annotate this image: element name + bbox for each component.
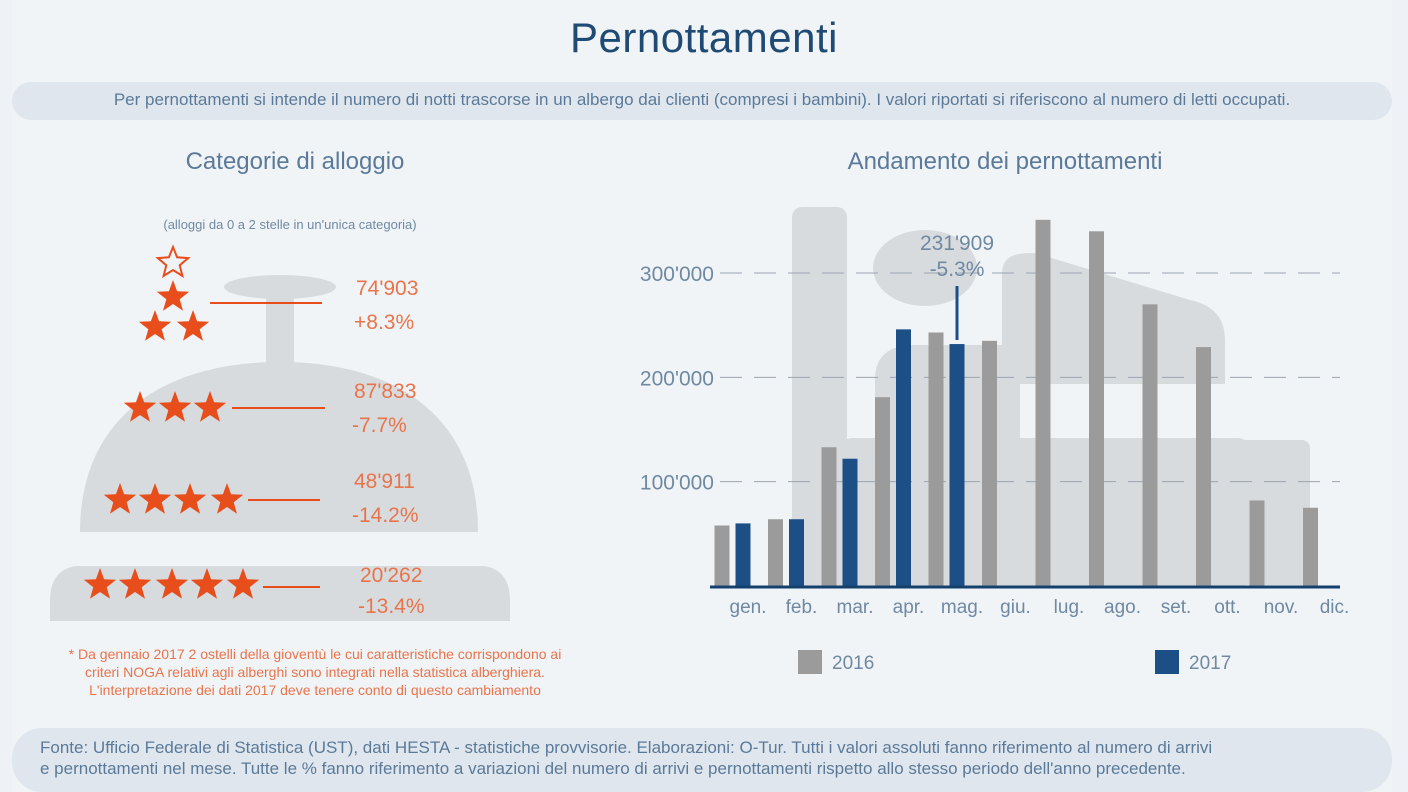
x-tick-label: set. xyxy=(1161,597,1192,618)
x-tick-label: gen. xyxy=(730,597,767,618)
bed-icon xyxy=(792,207,1310,588)
source-note: Fonte: Ufficio Federale di Statistica (U… xyxy=(40,737,1380,779)
x-tick-label: feb. xyxy=(786,597,818,618)
x-tick-label: giu. xyxy=(1000,597,1031,618)
bar-2017 xyxy=(949,344,965,586)
category-row: 74'903 +8.3% xyxy=(138,244,418,341)
bar-2016 xyxy=(1249,500,1265,586)
category-change: +8.3% xyxy=(354,311,414,334)
star-icon xyxy=(118,568,152,599)
star-icon xyxy=(210,483,244,514)
category-change: -7.7% xyxy=(352,414,407,437)
star-icon xyxy=(103,483,137,514)
x-tick-label: mag. xyxy=(941,597,983,618)
star-icon xyxy=(83,568,117,599)
bar-2016 xyxy=(1089,231,1104,586)
bar-2017 xyxy=(735,523,751,586)
y-tick-label: 200'000 xyxy=(640,367,714,390)
categories-title: Categorie di alloggio xyxy=(185,148,405,175)
star-icon xyxy=(155,568,189,599)
star-icon xyxy=(226,568,260,599)
bar-2017 xyxy=(896,329,911,586)
bar-2016 xyxy=(1142,304,1158,586)
bar-2016 xyxy=(714,525,730,586)
x-tick-label: apr. xyxy=(893,597,925,618)
star-icon xyxy=(158,391,192,422)
star-outline-icon xyxy=(155,244,191,279)
footnote: * Da gennaio 2017 2 ostelli della gioven… xyxy=(20,645,610,699)
category-row: 48'911 -14.2% xyxy=(103,470,419,527)
category-value: 87'833 xyxy=(354,380,416,403)
legend-label-2017: 2017 xyxy=(1189,653,1231,674)
y-tick-label: 100'000 xyxy=(640,472,714,495)
bar-2016 xyxy=(1035,219,1051,586)
footnote-line: criteri NOGA relativi agli alberghi sono… xyxy=(85,664,545,680)
footnote-line: * Da gennaio 2017 2 ostelli della gioven… xyxy=(68,646,562,662)
star-icon xyxy=(193,391,227,422)
source-line: e pernottamenti nel mese. Tutte le % fan… xyxy=(40,759,1186,778)
star-icon xyxy=(138,483,172,514)
category-change: -13.4% xyxy=(358,595,425,618)
category-value: 20'262 xyxy=(360,564,422,587)
subtitle-band xyxy=(12,82,1392,120)
subtitle: Per pernottamenti si intende il numero d… xyxy=(113,90,1291,109)
star-icon xyxy=(190,568,224,599)
category-value: 74'903 xyxy=(356,277,418,300)
legend-swatch-2016 xyxy=(798,650,822,674)
source-line: Fonte: Ufficio Federale di Statistica (U… xyxy=(40,738,1213,757)
x-tick-label: ago. xyxy=(1104,597,1141,618)
categories-note: (alloggi da 0 a 2 stelle in un'unica cat… xyxy=(163,217,417,232)
legend-label-2016: 2016 xyxy=(832,653,874,674)
bar-2017 xyxy=(789,519,804,586)
category-row: 20'262 -13.4% xyxy=(83,564,425,618)
x-tick-label: mar. xyxy=(837,597,874,618)
star-icon xyxy=(176,310,210,341)
annotation-change: -5.3% xyxy=(930,258,985,281)
star-icon xyxy=(138,310,172,341)
chart-title: Andamento dei pernottamenti xyxy=(847,148,1163,175)
annotation-value: 231'909 xyxy=(920,232,994,255)
category-value: 48'911 xyxy=(354,470,415,493)
category-row: 87'833 -7.7% xyxy=(123,380,416,437)
bar-2016 xyxy=(1196,347,1211,586)
bar-2016 xyxy=(928,332,944,586)
x-tick-label: ott. xyxy=(1214,597,1240,618)
x-tick-label: dic. xyxy=(1320,597,1350,618)
category-change: -14.2% xyxy=(352,504,419,527)
page-title: Pernottamenti xyxy=(570,14,838,61)
bar-2016 xyxy=(982,340,997,586)
bar-2016 xyxy=(875,397,890,586)
star-icon xyxy=(156,280,190,311)
x-tick-label: lug. xyxy=(1054,597,1085,618)
x-tick-label: nov. xyxy=(1264,597,1299,618)
star-icon xyxy=(173,483,207,514)
star-icon xyxy=(123,391,157,422)
bar-2016 xyxy=(768,519,783,586)
bar-2016 xyxy=(1303,507,1318,586)
legend-swatch-2017 xyxy=(1155,650,1179,674)
y-tick-label: 300'000 xyxy=(640,263,714,286)
source-band xyxy=(12,728,1392,792)
bar-2016 xyxy=(821,447,837,586)
footnote-line: L'interpretazione dei dati 2017 deve ten… xyxy=(89,682,541,698)
bar-2017 xyxy=(842,458,858,586)
